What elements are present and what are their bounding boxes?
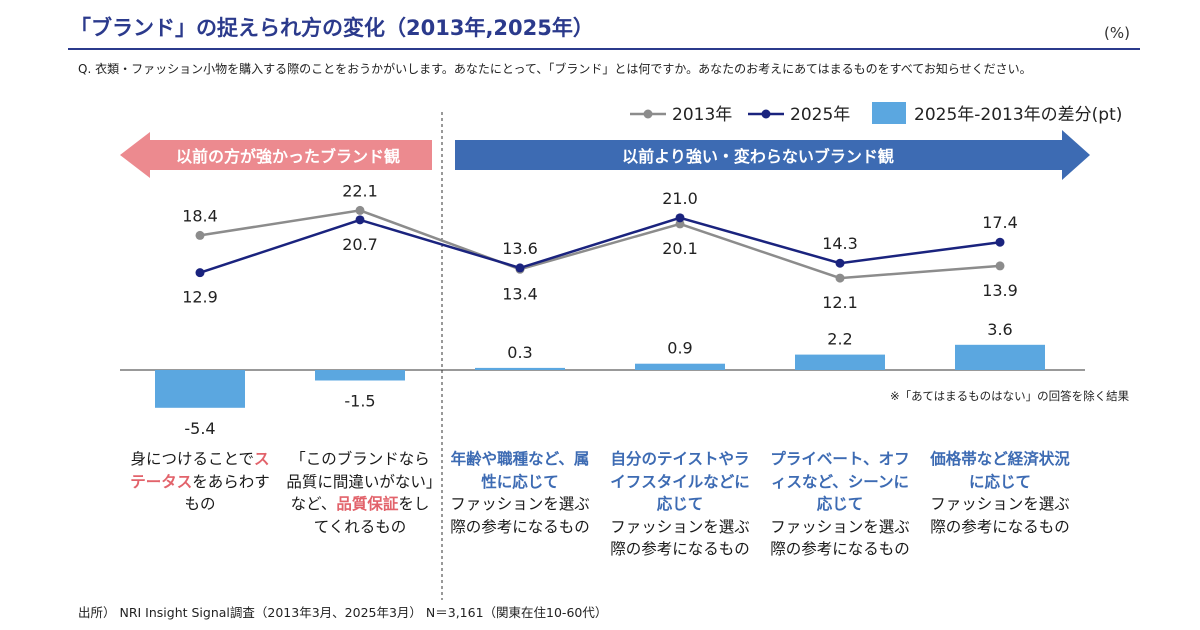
category-highlight: プライベート、オフィスなど、シーンに応じて — [770, 450, 910, 513]
diff-bar — [155, 370, 245, 408]
diff-bars — [155, 344, 1045, 408]
series-2013-label: 13.4 — [502, 284, 538, 303]
data-labels: -5.4 -1.5 0.3 0.9 2.2 3.6 18.4 12.9 22.1 20.7 13.6… — [182, 181, 1018, 437]
series-2025-point — [515, 263, 525, 273]
left-arrow-label: 以前の方が強かったブランド観 — [176, 147, 400, 166]
legend-2025-label: 2025年 — [790, 105, 850, 125]
legend-diff-label: 2025年-2013年の差分(pt) — [914, 105, 1122, 125]
category-post: ファッションを選ぶ際の参考になるもの — [610, 517, 750, 559]
category-label: 自分のテイストやライフスタイルなどに応じて ファッションを選ぶ際の参考になるもの — [605, 448, 755, 561]
category-highlight: 年齢や職種など、属性に応じて — [450, 450, 590, 491]
diff-bar — [315, 370, 405, 381]
right-arrow-shape — [455, 130, 1090, 180]
page-title: 「ブランド」の捉えられ方の変化（2013年,2025年） — [70, 16, 594, 40]
series-2025-point — [675, 213, 685, 223]
category-label: 身につけることでステータスをあらわすもの — [125, 448, 275, 516]
diff-bar — [955, 344, 1045, 370]
category-post: ファッションを選ぶ際の参考になるもの — [770, 517, 910, 559]
category-label: 「このブランドなら品質に間違いがない」など、品質保証をしてくれるもの — [285, 448, 435, 538]
category-post: ファッションを選ぶ際の参考になるもの — [450, 495, 590, 536]
legend-diff-swatch — [872, 102, 906, 124]
source-note: 出所） NRI Insight Signal調査（2013年3月、2025年3月… — [78, 605, 608, 620]
legend-2013-marker — [643, 109, 653, 119]
series-2013-label: 18.4 — [182, 206, 218, 225]
diff-bar — [795, 354, 885, 370]
survey-question: Q. 衣類・ファッション小物を購入する際のことをおうかがいします。あなたにとって… — [78, 62, 1032, 76]
diff-bar-label: 2.2 — [827, 330, 852, 349]
diff-bar-label: 3.6 — [987, 320, 1012, 339]
series-2025-label: 14.3 — [822, 234, 858, 253]
series-2025-label: 21.0 — [662, 189, 698, 208]
category-highlight: 価格帯など経済状況に応じて — [930, 450, 1070, 491]
series-2025-label: 13.6 — [502, 239, 538, 258]
series-2013-point — [355, 205, 365, 215]
footnote: ※「あてはまるものはない」の回答を除く結果 — [890, 389, 1130, 403]
category-post: をあらわすもの — [184, 472, 270, 514]
category-highlight: 自分のテイストやライフスタイルなどに応じて — [610, 450, 750, 513]
diff-bar — [475, 367, 565, 370]
series-2025-line — [199, 216, 1001, 274]
series-2013-label: 13.9 — [982, 281, 1018, 300]
diff-bar-label: -5.4 — [184, 419, 215, 438]
right-arrow-banner: 以前より強い・変わらないブランド観 — [455, 130, 1090, 180]
category-pre: 身につけることで — [130, 450, 255, 468]
series-2013-point — [835, 273, 845, 283]
series-2025-point — [835, 258, 845, 268]
diff-bar-label: -1.5 — [344, 392, 375, 411]
series-2025-label: 20.7 — [342, 235, 378, 254]
chart-legend: 2013年 2025年 2025年-2013年の差分(pt) — [630, 102, 1122, 125]
legend-2013-label: 2013年 — [672, 105, 732, 125]
diff-bar-label: 0.9 — [667, 339, 692, 358]
series-2013-label: 12.1 — [822, 293, 858, 312]
line-series — [195, 205, 1005, 283]
diff-bar — [635, 363, 725, 370]
category-highlight: ステータス — [130, 450, 270, 491]
legend-2025-marker — [761, 109, 771, 119]
diff-bar-label: 0.3 — [507, 343, 532, 362]
left-arrow-shape — [120, 132, 432, 178]
left-arrow-banner: 以前の方が強かったブランド観 — [120, 132, 432, 178]
series-2025-label: 12.9 — [182, 288, 218, 307]
unit-label: (%) — [1104, 24, 1130, 42]
series-2013-label: 22.1 — [342, 181, 378, 200]
series-2013-point — [195, 230, 205, 240]
series-2025-label: 17.4 — [982, 213, 1018, 232]
category-label: 価格帯など経済状況に応じて ファッションを選ぶ際の参考になるもの — [925, 448, 1075, 538]
series-2025-point — [995, 237, 1005, 247]
title-divider — [68, 48, 1140, 50]
series-2013-point — [995, 261, 1005, 271]
category-post: をしてくれるもの — [313, 495, 430, 536]
category-highlight: 品質保証 — [336, 495, 399, 513]
series-2025-point — [355, 215, 365, 225]
right-arrow-label: 以前より強い・変わらないブランド観 — [622, 147, 894, 166]
category-label: 年齢や職種など、属性に応じて ファッションを選ぶ際の参考になるもの — [445, 448, 595, 538]
series-2013-line — [199, 209, 1001, 280]
series-2025-point — [195, 268, 205, 278]
category-label: プライベート、オフィスなど、シーンに応じて ファッションを選ぶ際の参考になるもの — [765, 448, 915, 561]
category-pre: 「このブランドなら品質に間違いがない」など、 — [286, 450, 434, 513]
category-post: ファッションを選ぶ際の参考になるもの — [930, 495, 1070, 536]
series-2013-label: 20.1 — [662, 239, 698, 258]
